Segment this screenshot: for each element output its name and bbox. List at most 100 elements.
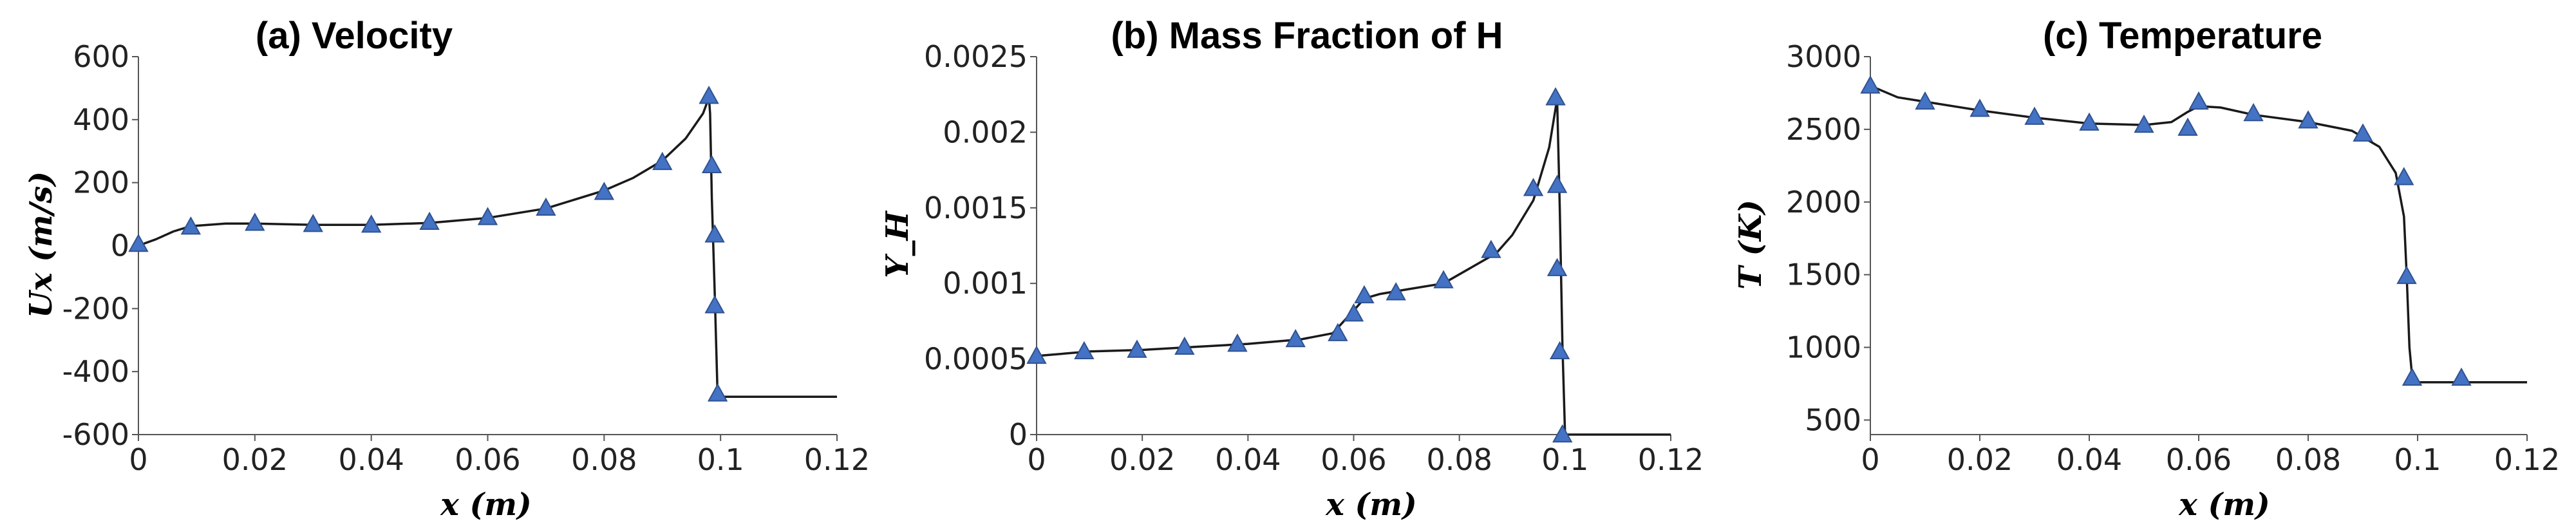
y-tick-label: 2500 (1786, 112, 1861, 147)
data-point-marker (699, 86, 719, 104)
data-point-marker (1481, 240, 1501, 258)
y-tick-label: 0.0015 (924, 191, 1028, 225)
x-tick-label: 0 (1861, 442, 1879, 477)
data-point-marker (1860, 75, 1881, 94)
y-tick-label: 500 (1805, 402, 1861, 437)
data-point-marker (594, 182, 615, 200)
y-tick-label: 2000 (1786, 185, 1861, 220)
data-point-marker (2394, 167, 2414, 185)
series-line (138, 96, 837, 399)
data-point-marker (2024, 106, 2045, 125)
data-point-marker (1547, 258, 1568, 276)
data-point-marker (1074, 341, 1095, 360)
y-tick-label: 1000 (1786, 330, 1861, 365)
x-axis-label: x (m) (440, 487, 532, 523)
x-tick-label: 0.12 (2494, 442, 2560, 477)
data-point-marker (1547, 174, 1568, 193)
data-point-marker (1026, 345, 1047, 364)
data-point-marker (1285, 329, 1306, 348)
y-axis-label: Ux (m/s) (23, 171, 59, 318)
x-tick-label: 0 (129, 442, 147, 477)
data-point-marker (1545, 87, 1566, 106)
data-point-marker (704, 224, 725, 243)
y-tick-label: 0.0005 (924, 342, 1028, 377)
x-tick-label: 0.04 (2056, 442, 2122, 477)
data-point-marker (2243, 102, 2264, 122)
data-point-marker (1354, 285, 1375, 304)
data-point-marker (1386, 282, 1406, 301)
y-tick-label: 400 (73, 102, 129, 137)
data-point-marker (2298, 110, 2318, 129)
y-axis-label: Y_H (879, 211, 916, 278)
data-point-marker (1523, 178, 1544, 196)
x-tick-label: 0.04 (338, 442, 404, 477)
x-tick-label: 0.1 (1541, 442, 1588, 477)
temperature-chart: (c) Temperature T (K) x (m) 500 1000 1500 2… (1733, 15, 2560, 523)
x-tick-label: 0.08 (571, 442, 637, 477)
data-point-marker (303, 214, 323, 232)
x-tick-label: 0.06 (455, 442, 520, 477)
y-tick-label: 1500 (1786, 258, 1861, 292)
series-line (1870, 84, 2527, 384)
mass-fraction-chart: (b) Mass Fraction of H Y_H x (m) 0 0.0005… (879, 15, 1704, 523)
y-tick-label: -200 (62, 291, 129, 326)
x-tick-label: 0.08 (2275, 442, 2341, 477)
x-axis-label: x (m) (1325, 487, 1417, 523)
data-point-marker (1915, 91, 1935, 110)
data-point-marker (707, 383, 728, 402)
y-tick-label: 0.002 (943, 115, 1028, 149)
y-tick-label: -600 (62, 417, 129, 452)
data-point-marker (1343, 303, 1364, 322)
x-tick-label: 0.02 (1109, 442, 1175, 477)
data-point-marker (2177, 117, 2198, 136)
data-point-marker (2451, 367, 2472, 386)
y-tick-label: 0.001 (943, 266, 1028, 301)
data-point-marker (1127, 339, 1147, 358)
data-point-marker (701, 155, 722, 173)
chart-title: (c) Temperature (2043, 15, 2322, 57)
x-tick-label: 0.06 (1321, 442, 1386, 477)
data-point-marker (704, 295, 725, 314)
data-point-marker (1227, 333, 1248, 352)
data-point-marker (477, 207, 498, 225)
data-point-marker (1970, 99, 1990, 117)
data-point-marker (1552, 424, 1573, 443)
data-point-marker (128, 233, 149, 252)
y-tick-label: 200 (73, 165, 129, 200)
data-point-marker (180, 216, 202, 235)
data-point-marker (419, 211, 440, 230)
y-tick-label: -400 (62, 354, 129, 389)
x-tick-label: 0.02 (222, 442, 288, 477)
y-axis-label: T (K) (1733, 200, 1769, 290)
x-tick-label: 0.12 (804, 442, 870, 477)
x-tick-label: 0.08 (1426, 442, 1492, 477)
x-tick-label: 0.12 (1638, 442, 1704, 477)
data-point-marker (1328, 323, 1348, 341)
x-tick-label: 0 (1027, 442, 1046, 477)
data-point-marker (2353, 123, 2373, 142)
data-point-marker (245, 212, 265, 231)
y-tick-label: 0 (111, 229, 129, 263)
data-point-marker (2402, 367, 2423, 386)
y-tick-label: 0.0025 (924, 39, 1028, 74)
chart-title: (b) Mass Fraction of H (1111, 15, 1503, 57)
data-point-marker (536, 197, 556, 216)
x-tick-label: 0.02 (1947, 442, 2013, 477)
x-tick-label: 0.1 (2394, 442, 2441, 477)
data-point-marker (1174, 336, 1195, 355)
data-point-marker (652, 151, 673, 171)
series-line (1036, 97, 1671, 436)
y-tick-label: 0 (1009, 417, 1028, 452)
data-point-marker (2396, 265, 2417, 285)
data-point-marker (2188, 91, 2209, 110)
y-tick-label: 600 (73, 39, 129, 74)
data-point-marker (1433, 270, 1454, 288)
x-tick-label: 0.06 (2166, 442, 2232, 477)
data-point-marker (361, 214, 382, 233)
velocity-chart: (a) Velocity Ux (m/s) x (m) -600 -400 -200… (23, 15, 870, 523)
y-tick-label: 3000 (1786, 39, 1861, 74)
data-point-marker (2079, 112, 2100, 131)
data-point-marker (1549, 341, 1570, 360)
data-point-marker (2134, 115, 2154, 133)
